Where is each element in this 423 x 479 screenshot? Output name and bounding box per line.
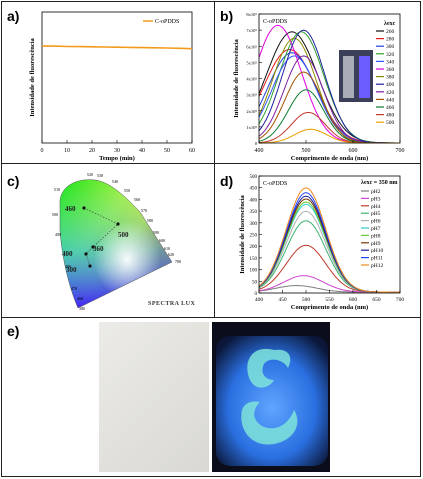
y-axis-label: Intensidade de fluorescência — [29, 37, 36, 116]
series-line-C-oPDDS — [42, 45, 193, 50]
x-tick-label: 40 — [139, 148, 145, 154]
photo-uv — [212, 322, 330, 472]
legend-label: C-oPDDS — [155, 19, 179, 25]
panel-label-d: d) — [220, 173, 234, 189]
x-tick-label: 50 — [164, 148, 170, 154]
x-tick-label: 0 — [41, 148, 44, 154]
axes-box — [41, 11, 193, 144]
panel-label-e: e) — [7, 323, 20, 339]
x-axis-label: Tempo (min) — [99, 155, 135, 162]
panel-label-a: a) — [7, 8, 20, 24]
uv-glow — [216, 336, 328, 466]
divider-col — [214, 1, 215, 317]
divider-row2 — [1, 317, 421, 318]
chart-a-stability: 0 10 20 30 40 50 60 Tempo (min) Intensidade de f… — [29, 11, 195, 162]
x-tick-label: 10 — [64, 148, 70, 154]
divider-row1 — [1, 163, 421, 164]
panel-label-c: c) — [7, 173, 20, 189]
x-tick-label: 20 — [89, 148, 95, 154]
x-tick-label: 30 — [114, 148, 120, 154]
x-tick-label: 60 — [189, 148, 195, 154]
panel-label-b: b) — [220, 8, 234, 24]
photo-daylight — [99, 322, 209, 472]
